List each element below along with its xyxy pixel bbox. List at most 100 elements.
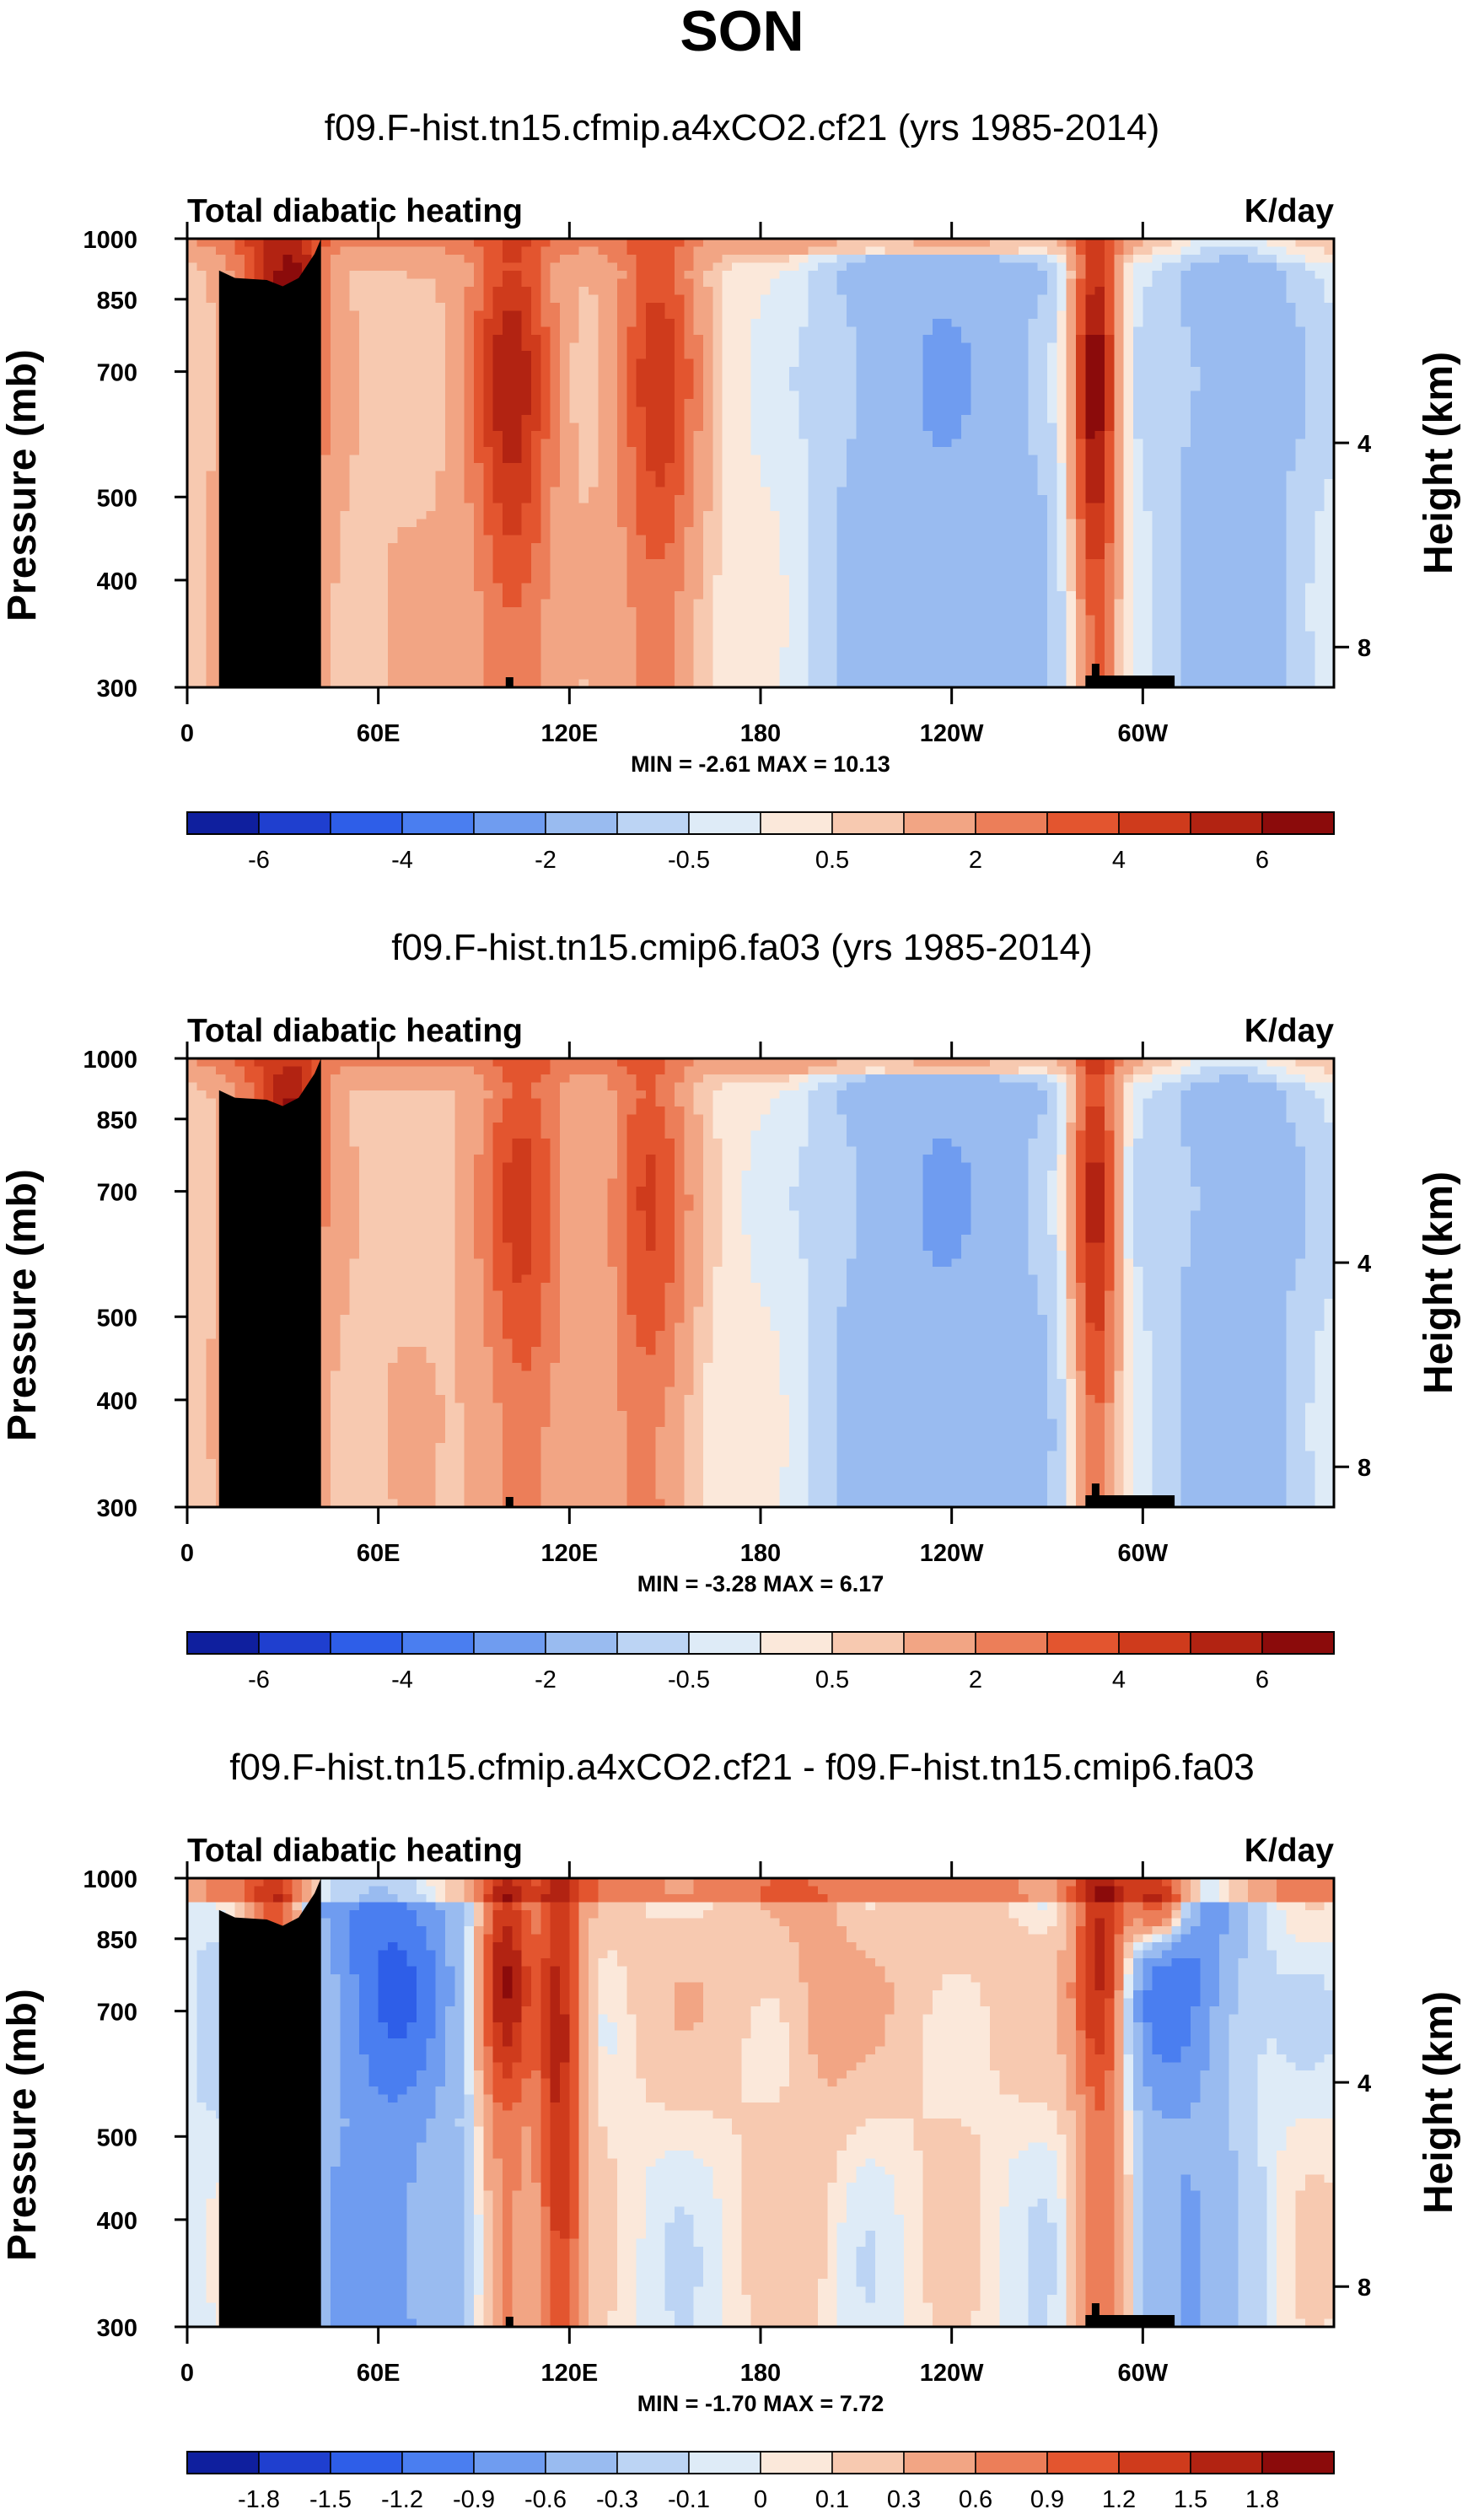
heat-cell (913, 431, 924, 440)
heat-cell (675, 463, 685, 472)
heat-cell (827, 246, 838, 256)
heat-cell (808, 423, 819, 432)
heat-cell (368, 591, 379, 600)
heat-cell (884, 407, 895, 416)
heat-cell (626, 310, 637, 320)
heat-cell (990, 591, 1000, 600)
heat-cell (808, 663, 819, 672)
heat-cell (980, 415, 991, 424)
heat-cell (454, 351, 465, 360)
heat-cell (560, 255, 570, 264)
heat-cell (397, 615, 408, 624)
heat-cell (406, 383, 417, 392)
heat-cell (741, 663, 752, 672)
heat-cell (474, 407, 484, 416)
heat-cell (684, 487, 695, 496)
heat-cell (417, 503, 427, 512)
heat-cell (589, 278, 599, 288)
heat-cell (761, 647, 771, 656)
heat-cell (540, 607, 551, 616)
heat-cell (675, 559, 685, 568)
heat-cell (684, 527, 695, 536)
heat-cell (617, 615, 627, 624)
heat-cell (445, 271, 455, 280)
heat-cell (904, 663, 914, 672)
heat-cell (349, 487, 360, 496)
heat-cell (589, 367, 599, 376)
heat-cell (980, 303, 991, 312)
heat-cell (894, 399, 905, 408)
heat-cell (856, 303, 867, 312)
heat-cell (646, 591, 656, 600)
heat-cell (703, 655, 713, 665)
heat-cell (750, 415, 761, 424)
heat-cell (732, 471, 742, 480)
heat-cell (426, 374, 437, 384)
heat-cell (741, 527, 752, 536)
heat-cell (368, 575, 379, 584)
heat-cell (636, 262, 647, 272)
heat-cell (646, 511, 656, 520)
heat-cell (206, 679, 217, 688)
heat-cell (503, 255, 513, 264)
heat-cell (818, 374, 828, 384)
heat-cell (827, 262, 838, 272)
heat-cell (435, 679, 446, 688)
heat-cell (999, 407, 1010, 416)
heat-cell (483, 495, 494, 504)
heat-cell (483, 287, 494, 296)
heat-cell (732, 310, 742, 320)
heat-cell (741, 303, 752, 312)
heat-cell (426, 551, 437, 560)
heat-cell (254, 246, 265, 256)
heat-cell (703, 551, 713, 560)
heat-cell (378, 495, 389, 504)
heat-cell (684, 655, 695, 665)
heat-cell (942, 415, 953, 424)
heat-cell (320, 326, 331, 336)
heat-cell (722, 463, 733, 472)
heat-cell (703, 303, 713, 312)
heat-cell (770, 607, 781, 616)
heat-cell (990, 639, 1000, 649)
heat-cell (1019, 639, 1029, 649)
heat-cell (750, 503, 761, 512)
heat-cell (847, 271, 857, 280)
heat-cell (741, 447, 752, 456)
heat-cell (961, 246, 971, 256)
heat-cell (406, 367, 417, 376)
heat-cell (961, 623, 971, 633)
heat-cell (607, 407, 618, 416)
heat-cell (884, 503, 895, 512)
heat-cell (865, 374, 876, 384)
heat-cell (340, 639, 351, 649)
heat-cell (540, 447, 551, 456)
heat-cell (474, 631, 484, 640)
heat-cell (368, 335, 379, 344)
heat-cell (550, 294, 561, 304)
heat-cell (818, 439, 828, 448)
heat-cell (646, 527, 656, 536)
heat-cell (196, 663, 207, 672)
heat-cell (894, 390, 905, 400)
heat-cell (999, 575, 1010, 584)
heat-cell (798, 310, 809, 320)
heat-cell (1008, 310, 1019, 320)
heat-cell (503, 367, 513, 376)
heat-cell (655, 383, 666, 392)
heat-cell (531, 535, 541, 544)
heat-cell (684, 503, 695, 512)
heat-cell (942, 567, 953, 576)
heat-cell (847, 551, 857, 560)
heat-cell (999, 287, 1010, 296)
heat-cell (894, 358, 905, 368)
heat-cell (712, 415, 723, 424)
heat-cell (378, 278, 389, 288)
heat-cell (320, 583, 331, 592)
heat-cell (913, 503, 924, 512)
heat-cell (626, 551, 637, 560)
heat-cell (388, 511, 398, 520)
heat-cell (196, 527, 207, 536)
heat-cell (913, 511, 924, 520)
heat-cell (655, 342, 666, 352)
